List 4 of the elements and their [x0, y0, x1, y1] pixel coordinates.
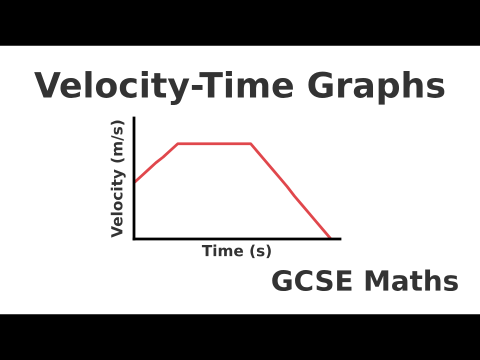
text: GCSE Maths: [272, 270, 458, 292]
x-axis-title: Time (s): [202, 244, 271, 258]
chart-title: Velocity-Time Graphs: [34, 71, 444, 105]
y-axis-title: Velocity (m/s): [110, 120, 126, 238]
